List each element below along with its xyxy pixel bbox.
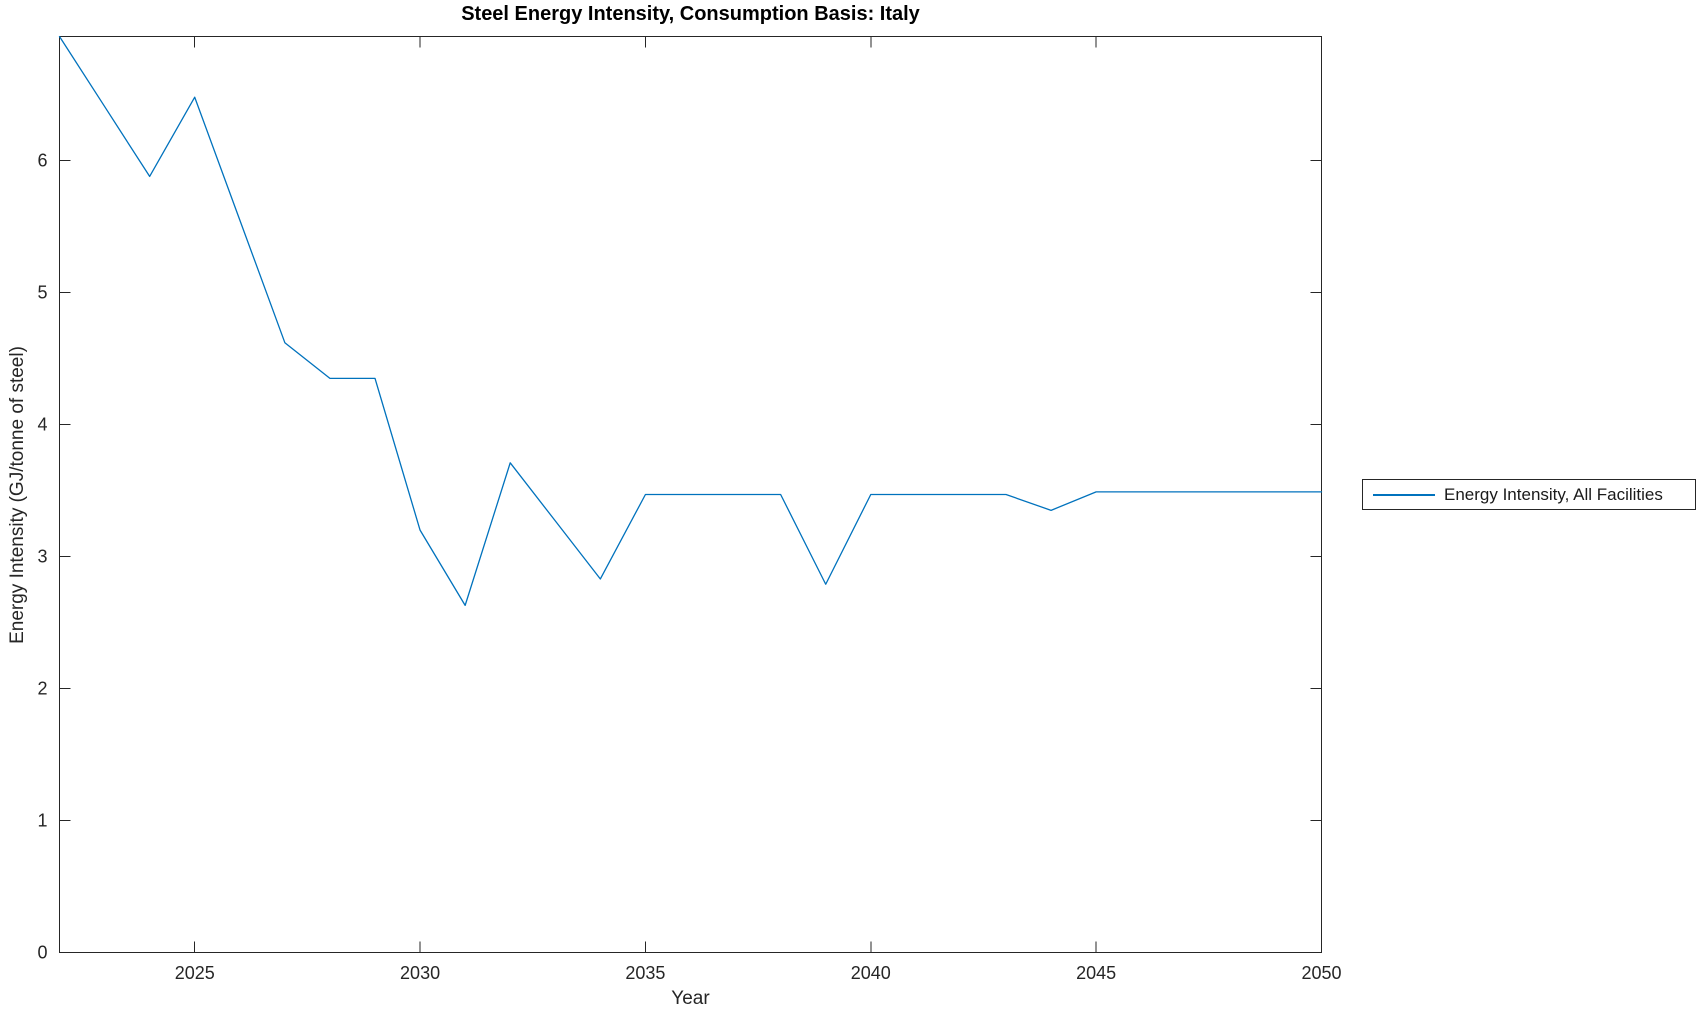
x-tick-label: 2050: [1301, 963, 1341, 983]
y-tick-label: 1: [37, 811, 47, 831]
legend-line-sample: [1373, 493, 1435, 496]
y-tick-label: 3: [37, 547, 47, 567]
x-tick-label: 2030: [400, 963, 440, 983]
y-tick-label: 6: [37, 151, 47, 171]
axes-box: [59, 36, 1322, 953]
x-tick-label: 2025: [175, 963, 215, 983]
y-tick-label: 4: [37, 415, 47, 435]
x-tick-label: 2035: [625, 963, 665, 983]
y-tick-label: 2: [37, 679, 47, 699]
x-tick-label: 2045: [1076, 963, 1116, 983]
x-tick-label: 2040: [851, 963, 891, 983]
y-tick-label: 5: [37, 283, 47, 303]
legend: Energy Intensity, All Facilities: [1362, 479, 1696, 510]
x-axis-label: Year: [671, 988, 710, 1009]
series-line: [58, 35, 1323, 607]
chart-title: Steel Energy Intensity, Consumption Basi…: [461, 3, 920, 25]
y-tick-label: 0: [37, 943, 47, 963]
legend-entry-label: Energy Intensity, All Facilities: [1444, 484, 1663, 504]
